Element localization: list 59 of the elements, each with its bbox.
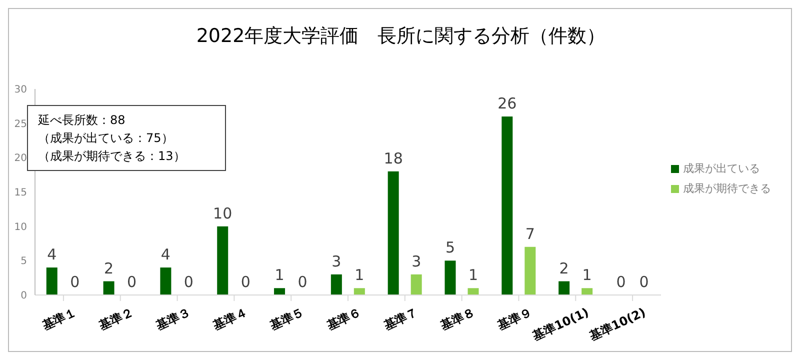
bar	[103, 281, 114, 295]
bar	[354, 288, 365, 295]
data-label: 0	[639, 272, 649, 291]
bar	[582, 288, 593, 295]
data-label: 1	[274, 266, 284, 284]
bar	[388, 171, 399, 295]
bar	[410, 274, 422, 295]
data-label: 2	[559, 259, 569, 278]
data-label: 10	[213, 204, 232, 222]
x-tick-label: 基準５	[266, 305, 306, 334]
data-label: 0	[616, 272, 626, 291]
bar	[558, 281, 570, 295]
annotation: 延べ長所数：88	[38, 112, 126, 129]
bar	[274, 288, 286, 295]
annotation: （成果が期待できる：13）	[38, 148, 186, 165]
data-label: 3	[412, 252, 422, 270]
bar	[444, 260, 456, 295]
data-label: 26	[498, 94, 517, 112]
data-label: 5	[445, 238, 456, 257]
y-tick-label: 10	[14, 222, 27, 233]
legend-label: 成果が期待できる	[683, 182, 771, 195]
bar	[524, 246, 536, 295]
data-label: 1	[354, 266, 364, 284]
annotation: （成果が出ている：75）	[38, 130, 174, 147]
data-label: 4	[47, 246, 57, 264]
chart-title: 2022年度大学評価 長所に関する分析（件数）	[195, 24, 607, 49]
x-tick-label: 基準２	[96, 305, 136, 334]
data-label: 1	[582, 266, 592, 284]
data-label: 7	[525, 224, 535, 243]
note-box: 延べ長所数：88 （成果が出ている：75） （成果が期待できる：13）	[27, 105, 226, 171]
data-label: 4	[160, 246, 170, 264]
data-label: 1	[468, 266, 478, 284]
data-label: 18	[384, 149, 403, 168]
x-tick-label: 基準１	[39, 305, 79, 334]
data-label: 0	[70, 272, 80, 291]
y-tick-label: 0	[20, 290, 27, 302]
x-tick-label: 基準３	[153, 305, 193, 334]
x-tick-label: 基準７	[380, 305, 420, 334]
bar	[468, 288, 479, 295]
y-tick-label: 15	[14, 188, 27, 199]
legend-label: 成果が出ている	[683, 162, 760, 175]
bar	[46, 268, 58, 295]
data-label: 0	[184, 272, 194, 291]
data-label: 0	[127, 272, 137, 291]
bar	[217, 226, 228, 295]
x-tick-label: 基準８	[438, 305, 478, 334]
y-tick-label: 25	[14, 118, 27, 130]
bar	[160, 268, 172, 295]
bar	[330, 274, 342, 295]
x-tick-label: 基準４	[210, 305, 250, 334]
data-label: 3	[332, 252, 342, 270]
data-label: 2	[104, 259, 114, 278]
x-tick-label: 基準６	[324, 305, 364, 334]
y-tick-label: 5	[20, 256, 27, 268]
y-tick-label: 30	[14, 84, 27, 96]
y-tick-label: 20	[14, 153, 27, 164]
data-label: 0	[240, 272, 250, 291]
bar	[502, 116, 513, 295]
data-label: 0	[298, 272, 308, 291]
